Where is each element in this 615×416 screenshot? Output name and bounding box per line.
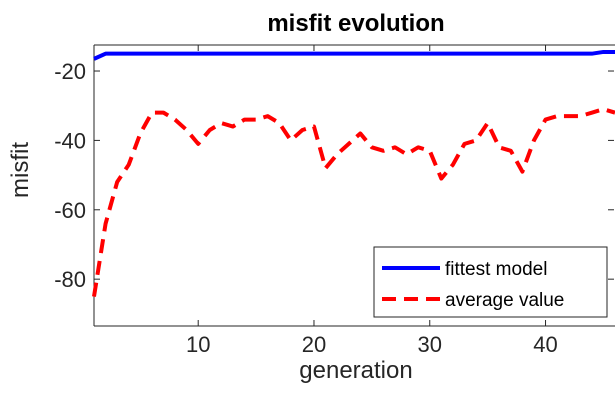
- legend-box: [373, 246, 608, 318]
- legend-label-2: average value: [445, 290, 564, 311]
- plot-area: 10 20 30 40 -80 -60 -40 -20 fittest model average…: [54, 44, 615, 357]
- x-tick-label-3: 40: [533, 332, 557, 357]
- series-line-1: [93, 49, 615, 61]
- y-tick-label-1: -60: [54, 198, 86, 223]
- x-tick-label-1: 20: [302, 332, 326, 357]
- y-tick-label-3: -20: [54, 59, 86, 84]
- x-tick-label-2: 30: [418, 332, 442, 357]
- series-line-2: [92, 107, 615, 297]
- x-tick-label-0: 10: [186, 332, 210, 357]
- y-tick-label-2: -40: [54, 128, 86, 153]
- y-axis-label: misfit: [7, 142, 34, 198]
- chart-title: misfit evolution: [267, 10, 444, 37]
- y-tick-label-0: -80: [54, 267, 86, 292]
- x-axis-label: generation: [299, 357, 412, 384]
- legend-label-1: fittest model: [445, 259, 547, 280]
